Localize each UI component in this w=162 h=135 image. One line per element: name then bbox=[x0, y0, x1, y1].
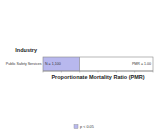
chart: Public Safety ServicesN = 1,100 PMR = 1.0… bbox=[0, 0, 162, 135]
x-tick bbox=[61, 71, 62, 73]
bar bbox=[43, 57, 80, 71]
x-tick bbox=[43, 71, 44, 73]
annotation: PMR = 1.00 bbox=[132, 62, 151, 66]
x-tick bbox=[98, 71, 99, 73]
x-tick bbox=[153, 71, 154, 73]
x-tick bbox=[79, 71, 80, 73]
bars bbox=[43, 57, 80, 71]
category-label: Public Safety Services bbox=[6, 62, 42, 66]
plot-frame bbox=[43, 57, 153, 71]
legend-label: p < 0.05 bbox=[80, 125, 94, 129]
legend-swatch bbox=[74, 125, 78, 129]
x-tick bbox=[116, 71, 117, 73]
x-axis-title: Proportionate Mortality Ratio (PMR) bbox=[51, 74, 144, 80]
annotation: N = 1,100 bbox=[45, 62, 61, 66]
x-tick bbox=[134, 71, 135, 73]
x-axis bbox=[43, 71, 153, 72]
y-axis-title: Industry bbox=[15, 47, 38, 53]
